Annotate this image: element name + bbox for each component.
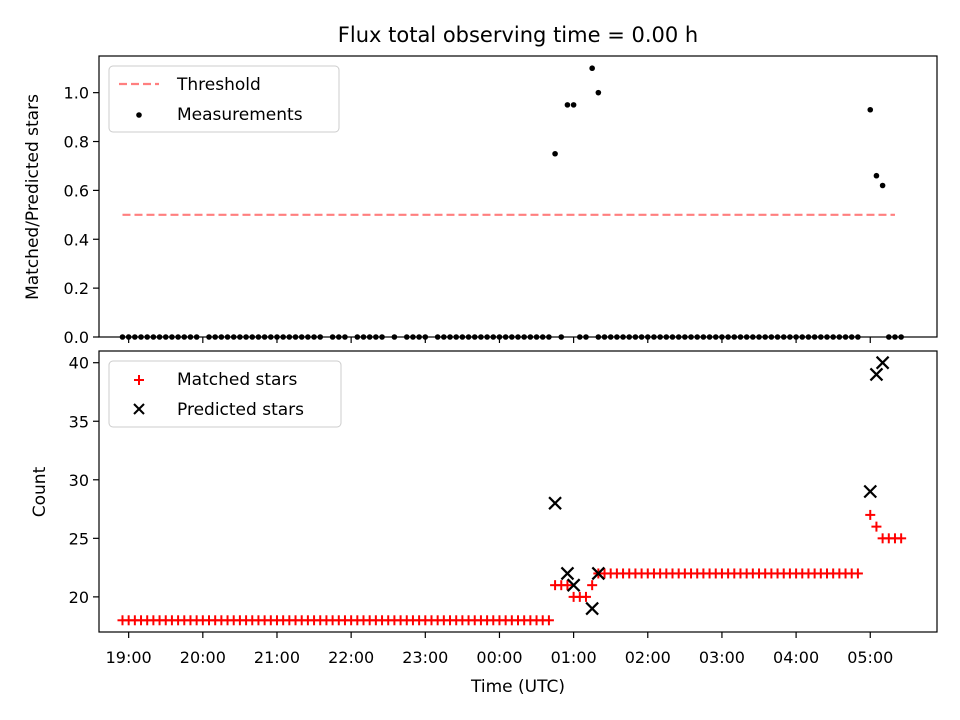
measurement-point [589,65,595,72]
measurement-point [552,150,558,157]
x-tick-label: 19:00 [106,648,152,667]
matched-star-point [865,509,876,520]
y-tick-label: 0.4 [64,230,89,249]
legend-predicted-label: Predicted stars [177,400,304,420]
x-tick-label: 21:00 [254,648,300,667]
x-tick-label: 22:00 [328,648,374,667]
bottom-chart-x-axis-label: Time (UTC) [470,677,565,697]
measurement-point [879,182,886,189]
matched-star-point [896,533,907,544]
measurement-point [873,172,880,179]
x-tick-label: 02:00 [625,648,671,667]
y-tick-label: 1.0 [64,84,89,103]
bottom-chart-x-axis: 19:00 20:00 21:00 22:00 23:00 00:00 01:00 02:00… [106,632,893,667]
measurement-point [867,106,874,113]
x-tick-label: 05:00 [847,648,893,667]
top-chart-plot-area [119,65,904,340]
bottom-chart-frame [98,350,938,633]
predicted-star-point [863,484,878,499]
predicted-star-point [560,566,575,581]
predicted-star-point [875,355,890,370]
x-tick-label: 23:00 [402,648,448,667]
matched-star-point [543,615,554,626]
legend-matched-swatch [134,375,144,385]
x-tick-label: 20:00 [180,648,226,667]
y-tick-label: 20 [69,588,89,607]
matched-star-point [580,591,591,602]
y-tick-label: 30 [69,471,89,490]
x-tick-label: 03:00 [699,648,745,667]
predicted-star-point [585,601,599,616]
matched-star-point [852,568,863,579]
top-chart-y-axis-label: Matched/Predicted stars [23,94,43,300]
measurement-point [570,102,577,108]
bottom-chart-plot-area [117,355,907,626]
y-tick-label: 40 [69,354,89,373]
predicted-star-point [869,367,884,382]
top-chart-legend: Threshold Measurements [108,65,340,133]
y-tick-label: 0.2 [64,279,89,298]
bottom-chart-legend: Matched stars Predicted stars [108,360,342,428]
bottom-chart-y-axis-label: Count [30,466,50,517]
x-tick-label: 00:00 [476,648,522,667]
y-tick-label: 25 [69,529,89,548]
legend-predicted-swatch [133,403,145,415]
y-tick-label: 0.0 [64,328,89,347]
matched-star-point [587,580,598,591]
legend-threshold-label: Threshold [176,75,261,95]
y-tick-label: 0.8 [64,133,89,152]
predicted-star-point [566,578,581,592]
matched-star-point [599,568,610,579]
legend-matched-label: Matched stars [177,370,297,390]
predicted-star-point [548,496,562,510]
y-tick-label: 0.6 [64,181,89,200]
measurement-point [564,102,571,108]
bottom-legend-frame [108,360,342,428]
legend-measurements-swatch [136,112,142,118]
legend-measurements-label: Measurements [177,105,303,125]
matched-star-point [871,521,882,532]
top-chart-y-axis: 0.0 0.2 0.4 0.6 0.8 1.0 [64,84,99,347]
x-tick-label: 01:00 [551,648,597,667]
measurement-point [595,89,602,96]
matched-star-point [562,580,573,591]
bottom-chart-y-axis: 20 25 30 35 40 [69,354,99,607]
top-chart-frame [98,55,938,338]
top-legend-frame [108,65,340,133]
top-chart-title: Flux total observing time = 0.00 h [338,23,698,47]
y-tick-label: 35 [69,412,89,431]
top-chart-x-axis [128,337,871,343]
predicted-star-point [591,566,606,581]
x-tick-label: 04:00 [773,648,819,667]
